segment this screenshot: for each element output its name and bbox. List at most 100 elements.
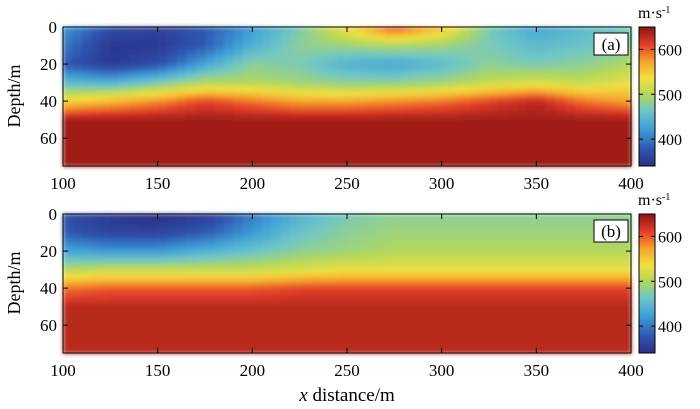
heatmap-cell bbox=[280, 59, 291, 65]
heatmap-cell bbox=[489, 278, 500, 285]
heatmap-cell bbox=[621, 260, 632, 266]
heatmap-cell bbox=[583, 339, 594, 345]
heatmap-cell bbox=[138, 334, 149, 340]
heatmap-cell bbox=[157, 119, 168, 125]
heatmap-cell bbox=[318, 124, 329, 130]
heatmap-cell bbox=[574, 251, 585, 257]
heatmap-cell bbox=[479, 292, 490, 298]
heatmap-cell bbox=[507, 64, 518, 70]
heatmap-cell bbox=[583, 68, 594, 74]
heatmap-cell bbox=[365, 334, 376, 340]
heatmap-cell bbox=[356, 218, 367, 224]
heatmap-cell bbox=[261, 119, 272, 125]
heatmap-cell bbox=[119, 31, 130, 37]
heatmap-cell bbox=[489, 152, 500, 158]
heatmap-cell bbox=[233, 156, 244, 162]
heatmap-cell bbox=[299, 50, 310, 56]
heatmap-cell bbox=[432, 223, 443, 229]
heatmap-cell bbox=[413, 68, 424, 74]
heatmap-cell bbox=[81, 218, 92, 224]
heatmap-cell bbox=[318, 105, 329, 111]
heatmap-cell bbox=[365, 31, 376, 37]
heatmap-cell bbox=[612, 27, 623, 33]
heatmap-cell bbox=[138, 214, 149, 220]
heatmap-cell bbox=[432, 246, 443, 252]
heatmap-cell bbox=[299, 302, 310, 308]
heatmap-cell bbox=[223, 283, 234, 289]
heatmap-cell bbox=[422, 119, 433, 125]
heatmap-cell bbox=[63, 115, 74, 121]
colorbar-tick-label: 400 bbox=[658, 132, 682, 149]
heatmap-cell bbox=[100, 156, 111, 162]
heatmap-cell bbox=[214, 40, 225, 47]
heatmap-cell bbox=[233, 232, 244, 238]
heatmap-cell bbox=[157, 264, 168, 271]
heatmap-cell bbox=[365, 232, 376, 238]
heatmap-cell bbox=[81, 227, 92, 234]
heatmap-cell bbox=[81, 260, 92, 266]
heatmap-cell bbox=[555, 274, 566, 280]
heatmap-cell bbox=[347, 246, 358, 252]
heatmap-cell bbox=[242, 325, 253, 331]
heatmap-cell bbox=[81, 214, 92, 220]
heatmap-cell bbox=[157, 251, 168, 257]
heatmap-cell bbox=[593, 241, 604, 248]
heatmap-cell bbox=[81, 325, 92, 331]
heatmap-cell bbox=[526, 161, 537, 167]
heatmap-cell bbox=[555, 147, 566, 153]
heatmap-cell bbox=[507, 68, 518, 74]
heatmap-cell bbox=[290, 237, 301, 243]
heatmap-cell bbox=[328, 288, 339, 294]
heatmap-cell bbox=[63, 147, 74, 153]
heatmap-cell bbox=[271, 31, 282, 37]
heatmap-cell bbox=[337, 343, 348, 349]
heatmap-cell bbox=[347, 138, 358, 144]
heatmap-cell bbox=[119, 128, 130, 135]
heatmap-cell bbox=[555, 302, 566, 308]
heatmap-cell bbox=[242, 96, 253, 102]
heatmap-cell bbox=[309, 278, 320, 285]
heatmap-cell bbox=[91, 133, 102, 139]
heatmap-cell bbox=[337, 329, 348, 336]
heatmap-cell bbox=[574, 73, 585, 79]
heatmap-cell bbox=[422, 334, 433, 340]
heatmap-cell bbox=[242, 64, 253, 70]
heatmap-cell bbox=[167, 315, 178, 322]
heatmap-cell bbox=[403, 50, 414, 56]
heatmap-cell bbox=[72, 232, 83, 238]
heatmap-cell bbox=[384, 110, 395, 116]
heatmap-cell bbox=[451, 255, 462, 261]
heatmap-cell bbox=[413, 255, 424, 261]
heatmap-cell bbox=[593, 214, 604, 220]
heatmap-cell bbox=[129, 133, 140, 139]
heatmap-cell bbox=[384, 260, 395, 266]
heatmap-cell bbox=[214, 246, 225, 252]
heatmap-cell bbox=[186, 50, 197, 56]
heatmap-cell bbox=[602, 260, 613, 266]
heatmap-cell bbox=[517, 311, 528, 317]
heatmap-cell bbox=[470, 255, 481, 261]
heatmap-cell bbox=[375, 348, 386, 354]
heatmap-cell bbox=[394, 320, 405, 326]
heatmap-cell bbox=[432, 77, 443, 84]
heatmap-cell bbox=[100, 264, 111, 271]
heatmap-cell bbox=[280, 218, 291, 224]
heatmap-cell bbox=[138, 306, 149, 312]
heatmap-cell bbox=[574, 348, 585, 354]
heatmap-cell bbox=[489, 119, 500, 125]
heatmap-cell bbox=[261, 334, 272, 340]
heatmap-cell bbox=[413, 59, 424, 65]
heatmap-cell bbox=[555, 343, 566, 349]
heatmap-cell bbox=[318, 269, 329, 275]
heatmap-cell bbox=[526, 101, 537, 107]
heatmap-cell bbox=[280, 227, 291, 234]
heatmap-cell bbox=[432, 31, 443, 37]
heatmap-cell bbox=[612, 334, 623, 340]
heatmap-cell bbox=[365, 119, 376, 125]
heatmap-cell bbox=[119, 320, 130, 326]
heatmap-cell bbox=[100, 96, 111, 102]
heatmap-cell bbox=[583, 264, 594, 271]
heatmap-cell bbox=[261, 255, 272, 261]
heatmap-cell bbox=[365, 348, 376, 354]
heatmap-cell bbox=[280, 87, 291, 93]
